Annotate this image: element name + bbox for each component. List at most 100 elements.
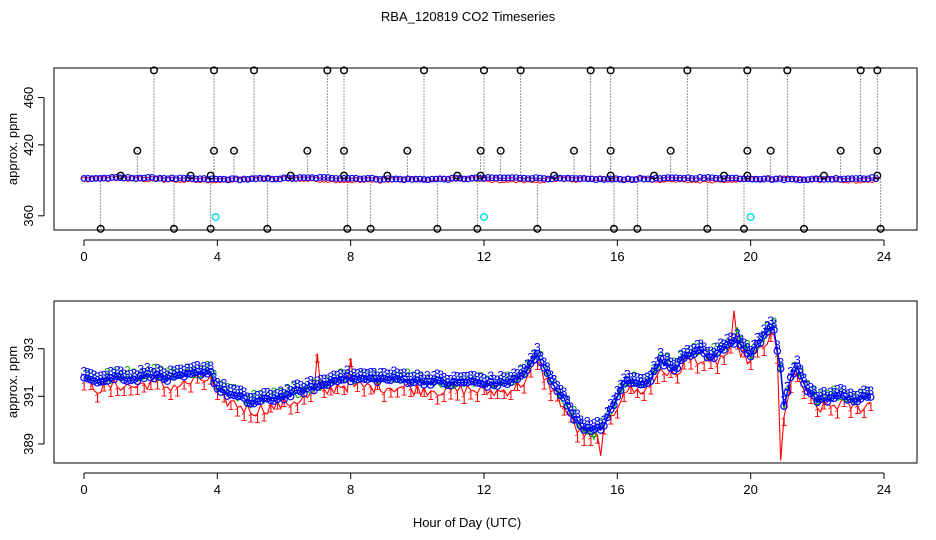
raw-point-blue: [396, 175, 404, 183]
series-marker-1: 1: [714, 363, 721, 377]
series-point-3: [473, 379, 482, 387]
raw-point-blue: [692, 175, 700, 182]
series-marker-3: 3: [214, 376, 221, 390]
series-marker-2: 2: [264, 386, 271, 400]
raw-point-blue: [664, 174, 672, 181]
outlier-point: [740, 224, 749, 233]
series-marker-2: 2: [557, 386, 564, 400]
raw-point-blue: [408, 176, 416, 183]
series-marker-1: 1: [627, 383, 634, 397]
series-marker-1: 1: [354, 381, 361, 395]
y-tick-label: 460: [21, 87, 36, 109]
series-point-3: [773, 347, 782, 355]
series-marker-1: 1: [581, 435, 588, 449]
series-marker-2: 2: [224, 380, 231, 394]
series-marker-2: 2: [271, 385, 278, 399]
raw-point-blue: [640, 175, 648, 183]
series-marker-1: 1: [394, 386, 401, 400]
series-marker-1: 1: [221, 391, 228, 405]
outlier-point: [743, 66, 752, 75]
series-point-3: [100, 377, 108, 386]
series-point-3: [190, 368, 198, 377]
series-marker-1: 1: [287, 404, 294, 418]
series-marker-2: 2: [337, 366, 344, 380]
series-point-3: [613, 392, 622, 401]
raw-point-blue: [684, 174, 692, 181]
series-marker-1: 1: [461, 393, 468, 407]
series-marker-1: 1: [301, 393, 308, 407]
series-marker-3: 3: [421, 372, 428, 386]
raw-point-blue: [544, 175, 552, 183]
raw-point-blue: [864, 175, 872, 183]
raw-point-blue: [248, 175, 256, 182]
series-marker-3: 3: [741, 336, 748, 350]
raw-point-blue: [272, 175, 280, 183]
series-marker-1: 1: [181, 378, 188, 392]
series-point-3: [656, 354, 665, 363]
series-marker-3: 3: [704, 345, 711, 359]
series-point-3: [336, 376, 345, 384]
series-marker-3: 3: [101, 369, 108, 383]
series-marker-2: 2: [571, 403, 578, 417]
series-marker-3: 3: [854, 388, 861, 402]
raw-point-blue: [432, 175, 440, 183]
series-marker-2: 2: [597, 415, 604, 429]
raw-point-blue: [276, 175, 284, 183]
series-marker-3: 3: [397, 367, 404, 381]
series-marker-3: 3: [191, 360, 198, 374]
series-marker-1: 1: [381, 391, 388, 405]
y-tick-label: 360: [21, 205, 36, 227]
raw-point-blue: [700, 174, 708, 182]
series-marker-2: 2: [204, 359, 211, 373]
series-marker-1: 1: [434, 393, 441, 407]
x-tick-label: 20: [743, 482, 757, 497]
series-marker-2: 2: [464, 370, 471, 384]
raw-point-blue: [556, 174, 564, 182]
series-marker-1: 1: [607, 413, 614, 427]
series-marker-1: 1: [454, 390, 461, 404]
series-marker-2: 2: [644, 370, 651, 384]
x-tick-label: 0: [80, 482, 87, 497]
series-marker-3: 3: [171, 364, 178, 378]
series-marker-2: 2: [311, 376, 318, 390]
series-marker-1: 1: [261, 411, 268, 425]
series-marker-3: 3: [371, 366, 378, 380]
raw-point-blue: [732, 174, 740, 182]
series-marker-3: 3: [487, 369, 494, 383]
y-tick-label: 391: [21, 385, 36, 407]
raw-point-blue: [764, 175, 772, 182]
series-point-3: [603, 413, 612, 422]
series-marker-3: 3: [627, 370, 634, 384]
series-marker-3: 3: [424, 368, 431, 382]
series-marker-3: 3: [501, 370, 508, 384]
outlier-point: [476, 171, 485, 180]
raw-point-blue: [304, 174, 312, 181]
raw-point-blue: [752, 175, 760, 183]
series-marker-3: 3: [774, 338, 781, 352]
series-marker-2: 2: [371, 367, 378, 381]
series-marker-1: 1: [787, 382, 794, 396]
series-marker-3: 3: [117, 364, 124, 378]
raw-point-blue: [400, 176, 408, 184]
series-marker-3: 3: [664, 350, 671, 364]
series-point-3: [720, 346, 728, 354]
series-point-3: [653, 363, 662, 372]
series-marker-2: 2: [604, 405, 611, 419]
series-marker-3: 3: [737, 332, 744, 346]
series-marker-3: 3: [361, 366, 368, 380]
series-marker-2: 2: [771, 315, 778, 329]
raw-point-blue: [224, 176, 232, 184]
raw-point-blue: [100, 174, 108, 182]
raw-point-blue: [720, 175, 728, 182]
outlier-point: [323, 66, 332, 75]
x-tick-label: 24: [877, 249, 891, 264]
series-marker-3: 3: [797, 363, 804, 377]
series-line-1: [83, 310, 871, 461]
series-point-3: [366, 374, 375, 383]
series-marker-3: 3: [381, 366, 388, 380]
series-point-3: [753, 339, 762, 348]
outlier-point: [209, 146, 218, 155]
series-point-3: [563, 401, 572, 410]
series-marker-1: 1: [694, 363, 701, 377]
outlier-point: [383, 171, 392, 180]
